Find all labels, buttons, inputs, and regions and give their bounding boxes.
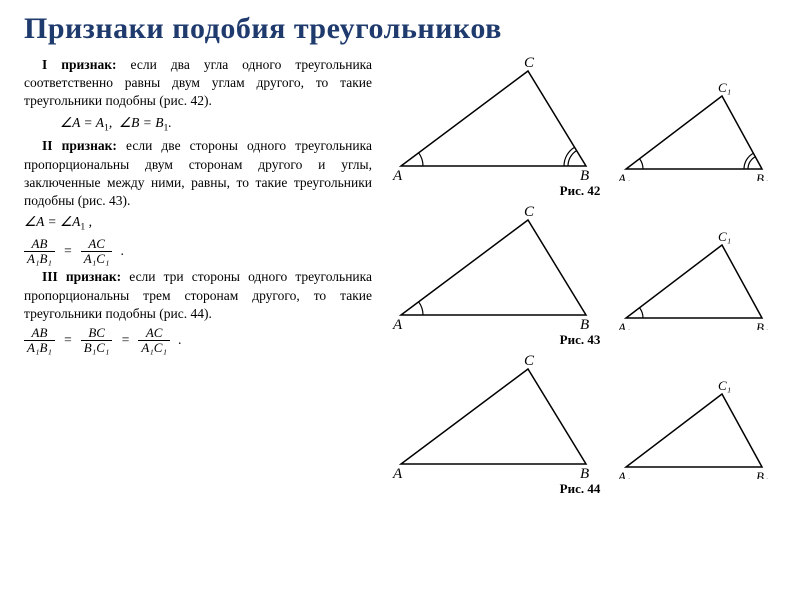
- figure-44: A B C A₁ B₁ C₁ Рис. 44: [384, 354, 776, 497]
- svg-text:B₁: B₁: [756, 469, 768, 479]
- svg-text:C: C: [524, 354, 535, 369]
- svg-text:C₁: C₁: [718, 81, 731, 95]
- criterion-3-heading: III признак:: [42, 269, 121, 284]
- criterion-3-para: III признак: если три стороны одного тре…: [24, 268, 372, 323]
- svg-text:A: A: [392, 168, 403, 181]
- svg-text:A₁: A₁: [617, 171, 630, 181]
- svg-text:C₁: C₁: [718, 379, 731, 393]
- text-column: I признак: если два угла одного треуголь…: [24, 56, 372, 497]
- svg-text:C₁: C₁: [718, 230, 731, 244]
- triangle-44-large: A B C: [386, 354, 606, 479]
- criterion-2-formula-angle: ∠A = ∠A1 ,: [24, 213, 372, 234]
- criterion-3-formula: ABA₁B₁ = BCB₁C₁ = ACA₁C₁ .: [24, 326, 372, 354]
- figure-43-pair: A B C A₁ B₁ C₁: [386, 205, 774, 330]
- figure-42: A B C A₁ B₁ C₁ Рис. 42: [384, 56, 776, 199]
- figure-42-caption: Рис. 42: [560, 183, 601, 199]
- svg-text:A₁: A₁: [617, 320, 630, 330]
- criterion-2-formula-ratio: ABA₁B₁ = ACA₁C₁ .: [24, 237, 372, 265]
- criterion-1-para: I признак: если два угла одного треуголь…: [24, 56, 372, 111]
- page-title: Признаки подобия треугольников: [24, 12, 776, 46]
- svg-text:A₁: A₁: [617, 469, 630, 479]
- triangle-44-small: A₁ B₁ C₁: [614, 379, 774, 479]
- figure-44-caption: Рис. 44: [560, 481, 601, 497]
- figure-44-pair: A B C A₁ B₁ C₁: [386, 354, 774, 479]
- triangle-42-small: A₁ B₁ C₁: [614, 81, 774, 181]
- criterion-2-para: II признак: если две стороны одного треу…: [24, 137, 372, 210]
- triangle-43-small: A₁ B₁ C₁: [614, 230, 774, 330]
- svg-text:B₁: B₁: [756, 171, 768, 181]
- criterion-2-heading: II признак:: [42, 138, 117, 153]
- svg-text:B: B: [580, 317, 589, 330]
- triangle-43-large: A B C: [386, 205, 606, 330]
- figure-42-pair: A B C A₁ B₁ C₁: [386, 56, 774, 181]
- svg-text:B: B: [580, 466, 589, 479]
- svg-text:A: A: [392, 466, 403, 479]
- criterion-1-formula: ∠A = A1, ∠B = B1.: [24, 114, 372, 135]
- svg-text:C: C: [524, 56, 535, 71]
- criterion-1-heading: I признак:: [42, 57, 117, 72]
- svg-text:B₁: B₁: [756, 320, 768, 330]
- triangle-42-large: A B C: [386, 56, 606, 181]
- svg-text:C: C: [524, 205, 535, 220]
- figure-43-caption: Рис. 43: [560, 332, 601, 348]
- svg-text:B: B: [580, 168, 589, 181]
- content-area: I признак: если два угла одного треуголь…: [24, 56, 776, 497]
- figure-43: A B C A₁ B₁ C₁ Рис. 43: [384, 205, 776, 348]
- svg-text:A: A: [392, 317, 403, 330]
- figure-column: A B C A₁ B₁ C₁ Рис. 42 A B C A₁ B₁ C₁ Рис. 43 A B…: [384, 56, 776, 497]
